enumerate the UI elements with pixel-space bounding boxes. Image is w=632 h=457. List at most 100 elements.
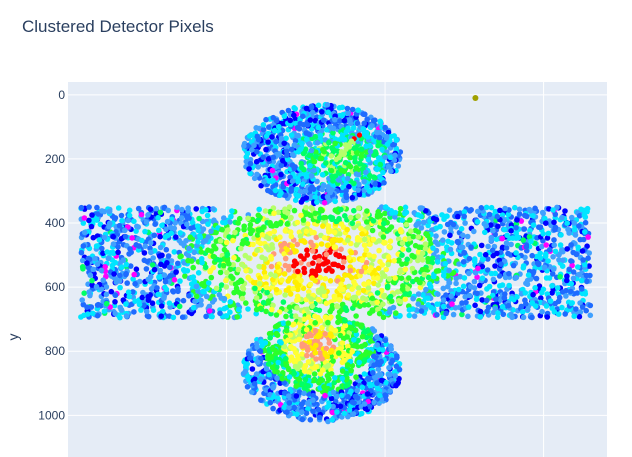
data-point	[189, 219, 196, 225]
data-point	[532, 205, 538, 212]
data-point	[422, 208, 429, 214]
data-point	[440, 272, 447, 279]
data-point	[460, 232, 466, 239]
data-point	[208, 274, 215, 281]
data-point	[326, 187, 332, 194]
data-point	[388, 298, 395, 305]
data-point	[320, 117, 327, 123]
data-point	[126, 212, 133, 219]
data-point	[90, 310, 96, 317]
data-point	[576, 213, 583, 219]
data-point	[311, 371, 318, 377]
data-point	[293, 120, 299, 127]
data-point	[367, 241, 373, 247]
data-point	[167, 273, 173, 279]
data-point	[287, 229, 294, 235]
data-point	[420, 219, 427, 226]
data-point	[220, 262, 227, 269]
data-point	[430, 273, 437, 280]
data-point	[254, 247, 260, 253]
data-point	[328, 333, 334, 339]
data-point	[221, 246, 228, 253]
data-point	[308, 239, 314, 246]
data-point	[129, 235, 135, 241]
data-point	[213, 285, 220, 292]
data-point	[479, 275, 486, 282]
data-point	[260, 299, 267, 306]
data-point	[270, 154, 277, 161]
data-point	[207, 268, 213, 275]
data-point	[367, 148, 374, 155]
data-point	[310, 397, 316, 403]
data-point	[298, 212, 304, 219]
data-point	[297, 146, 304, 153]
data-point	[85, 311, 91, 317]
data-point	[314, 140, 321, 146]
data-point	[148, 286, 155, 292]
data-point	[142, 243, 148, 249]
data-point	[500, 311, 507, 318]
data-point	[551, 242, 557, 248]
data-point	[584, 278, 590, 285]
data-point	[99, 208, 105, 214]
data-point	[234, 314, 240, 320]
data-point	[295, 193, 302, 199]
data-point	[410, 295, 416, 302]
data-point	[280, 120, 287, 127]
data-point	[89, 277, 95, 284]
data-point	[392, 275, 398, 281]
data-point	[406, 312, 413, 319]
data-point	[550, 266, 557, 273]
data-point	[317, 132, 324, 139]
y-tick-label: 200	[45, 152, 65, 166]
data-point	[559, 214, 565, 221]
data-point	[185, 252, 192, 259]
data-point	[277, 234, 283, 240]
data-point	[353, 242, 360, 248]
data-point	[582, 261, 588, 268]
data-point	[391, 258, 398, 264]
data-point	[211, 243, 217, 249]
data-point	[261, 178, 267, 185]
data-point	[286, 204, 293, 210]
data-point	[157, 233, 163, 240]
data-point	[217, 238, 224, 244]
data-point	[359, 231, 365, 237]
data-point	[324, 242, 331, 249]
data-point	[371, 362, 377, 369]
data-point	[529, 252, 535, 259]
data-point	[265, 156, 272, 162]
data-point	[170, 314, 177, 321]
data-point	[112, 299, 118, 305]
data-point	[317, 206, 324, 213]
data-point	[198, 255, 205, 262]
data-point	[282, 262, 289, 269]
data-point	[265, 130, 271, 137]
data-point	[352, 249, 359, 256]
data-point	[263, 146, 269, 153]
data-point	[306, 339, 313, 345]
data-point	[249, 366, 256, 372]
data-point	[163, 226, 169, 232]
data-point	[410, 233, 417, 240]
data-point	[312, 306, 319, 313]
data-point	[406, 275, 412, 281]
data-point	[424, 232, 431, 239]
data-point	[365, 280, 372, 286]
data-point	[377, 173, 383, 180]
data-point	[369, 295, 376, 302]
data-point	[392, 152, 398, 159]
data-point	[285, 393, 292, 399]
data-point	[269, 167, 276, 174]
data-point	[278, 171, 284, 178]
data-point	[289, 243, 296, 249]
data-point	[276, 123, 282, 130]
data-point	[533, 275, 540, 282]
data-point	[501, 217, 508, 224]
data-point	[570, 275, 577, 282]
data-point	[251, 381, 258, 387]
data-point	[560, 257, 566, 264]
data-point	[109, 262, 116, 269]
data-point	[309, 229, 315, 236]
data-point	[180, 297, 187, 304]
